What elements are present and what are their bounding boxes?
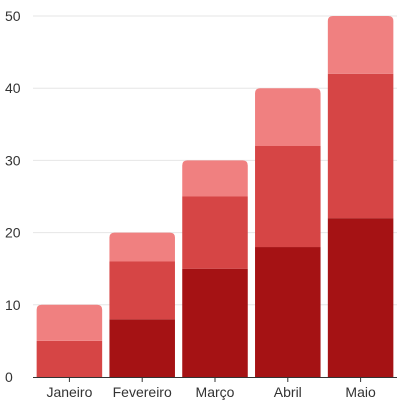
y-tick-label: 40	[5, 80, 21, 96]
bars	[36, 16, 394, 377]
bar-segment	[255, 88, 321, 146]
bar-segment	[182, 160, 248, 197]
y-axis-ticks: 0 10 20 30 40 50	[5, 8, 21, 385]
x-tick-label: Abril	[274, 384, 302, 400]
bar-segment	[109, 232, 175, 262]
bar-segment	[327, 218, 394, 377]
bar-segment	[109, 261, 175, 320]
y-tick-label: 20	[5, 225, 21, 241]
bar-segment	[327, 16, 394, 74]
x-tick-label: Maio	[345, 384, 376, 400]
bar-segment	[182, 268, 248, 377]
bar-segment	[182, 196, 248, 269]
bar-segment	[36, 304, 103, 341]
x-tick-label: Janeiro	[46, 384, 92, 400]
y-tick-label: 30	[5, 152, 21, 168]
x-tick-label: Março	[196, 384, 235, 400]
x-axis-ticks: Janeiro Fevereiro Março Abril Maio	[46, 377, 376, 400]
bar-segment	[327, 73, 394, 219]
bar-segment	[255, 145, 321, 248]
y-tick-label: 10	[5, 297, 21, 313]
x-tick-label: Fevereiro	[113, 384, 172, 400]
y-tick-label: 0	[5, 369, 13, 385]
y-tick-label: 50	[5, 8, 21, 24]
bar-segment	[36, 340, 103, 377]
bar-segment	[255, 247, 321, 377]
bar-segment	[109, 319, 175, 377]
